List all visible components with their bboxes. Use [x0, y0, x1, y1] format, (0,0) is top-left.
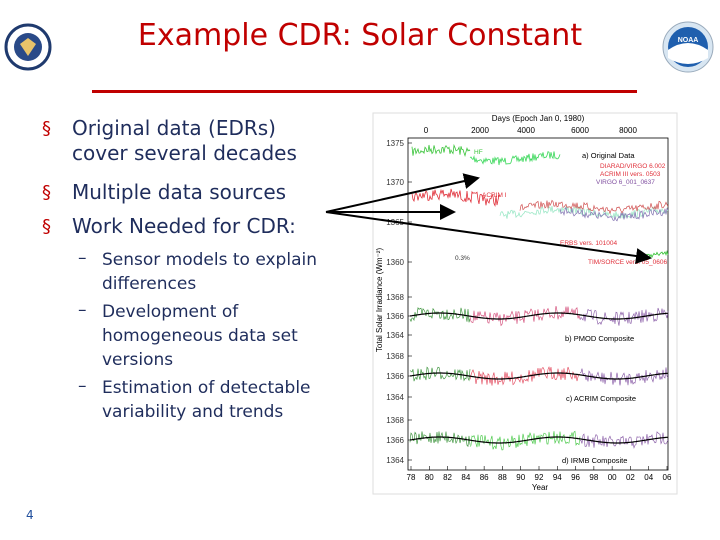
- y-tick-label: 1360: [386, 258, 404, 267]
- y-tick-label: 1370: [386, 178, 404, 187]
- bottom-tick-label: 02: [626, 473, 635, 482]
- bottom-tick-label: 78: [407, 473, 416, 482]
- sub-bullet-text: homogeneous data set: [102, 326, 298, 346]
- bottom-tick-label: 84: [461, 473, 470, 482]
- annotation: TIM/SORCE vers. 05_0606: [588, 259, 667, 266]
- panel-label: a) Original Data: [582, 151, 635, 160]
- top-tick-label: 2000: [471, 126, 489, 135]
- y-tick-label: 1364: [386, 456, 404, 465]
- arrow: [325, 173, 480, 213]
- trace: [469, 151, 561, 166]
- plot-border: [407, 137, 669, 471]
- annotation: ACRIM III vers. 0503: [600, 171, 661, 178]
- bullet-text: Original data (EDRs): [72, 116, 276, 140]
- figure-frame: [372, 112, 678, 495]
- top-tick-label: 6000: [571, 126, 589, 135]
- bottom-tick-label: 04: [644, 473, 653, 482]
- bullet-text: Work Needed for CDR:: [72, 214, 296, 238]
- trace: [579, 307, 669, 326]
- sub-bullet-text: differences: [102, 274, 197, 294]
- bullet-marker: §: [42, 182, 51, 203]
- bullet-text: cover several decades: [72, 141, 297, 165]
- bullet-marker: §: [42, 216, 51, 237]
- trace: [409, 431, 471, 447]
- slide-title: Example CDR: Solar Constant: [137, 18, 583, 53]
- trace: [469, 306, 581, 327]
- bottom-tick-label: 92: [535, 473, 544, 482]
- arrow: [325, 211, 652, 264]
- trace: [519, 199, 669, 215]
- trace: [409, 312, 668, 320]
- sub-bullet-text: Estimation of detectable: [102, 378, 311, 398]
- y-tick-label: 1366: [386, 312, 404, 321]
- bottom-tick-label: 80: [425, 473, 434, 482]
- noaa-bird: [668, 43, 708, 64]
- bottom-axis-title: Year: [532, 483, 549, 492]
- trace: [559, 206, 669, 222]
- bottom-tick-label: 82: [443, 473, 452, 482]
- page-number: 4: [26, 508, 34, 522]
- seal-eagle: [20, 38, 36, 56]
- sub-bullet-marker: –: [78, 248, 87, 268]
- trace: [411, 143, 471, 157]
- panel-label: d) IRMB Composite: [562, 456, 627, 465]
- trace: [499, 205, 669, 219]
- bottom-tick-label: 98: [589, 473, 598, 482]
- top-tick-label: 4000: [517, 126, 535, 135]
- sub-bullet-marker: –: [78, 376, 87, 396]
- annotation: ERBS vers. 101004: [560, 240, 617, 247]
- y-tick-label: 1368: [386, 416, 404, 425]
- trace: [469, 430, 581, 451]
- trace: [409, 306, 471, 323]
- sub-bullet-text: Sensor models to explain: [102, 250, 317, 270]
- title-rule: [92, 90, 637, 93]
- bottom-tick-label: 88: [498, 473, 507, 482]
- annotation: ACRIM I: [482, 192, 507, 199]
- bottom-tick-label: 96: [571, 473, 580, 482]
- annotation: DIARAD/VIRGO 6.002: [600, 163, 666, 170]
- y-tick-label: 1368: [386, 293, 404, 302]
- bottom-tick-label: 94: [553, 473, 562, 482]
- trace: [579, 367, 669, 386]
- bullet-text: Multiple data sources: [72, 180, 287, 204]
- sub-bullet-text: variability and trends: [102, 402, 284, 422]
- sub-bullet-marker: –: [78, 300, 87, 320]
- trace: [409, 366, 471, 382]
- y-axis-title: Total Solar Irradiance (Wm⁻²): [375, 248, 384, 353]
- panel-label: c) ACRIM Composite: [566, 394, 636, 403]
- bottom-tick-label: 06: [663, 473, 672, 482]
- bullet-marker: §: [42, 118, 51, 139]
- top-axis-title: Days (Epoch Jan 0, 1980): [492, 114, 585, 123]
- top-tick-label: 8000: [619, 126, 637, 135]
- y-tick-label: 1368: [386, 352, 404, 361]
- annotation: 0.3%: [455, 255, 470, 262]
- top-tick-label: 0: [424, 126, 429, 135]
- trace: [409, 372, 668, 380]
- y-tick-label: 1366: [386, 436, 404, 445]
- y-tick-label: 1364: [386, 393, 404, 402]
- annotation: VIRGO 6_001_0637: [596, 179, 655, 186]
- trace: [409, 436, 668, 444]
- sub-bullet-text: Development of: [102, 302, 239, 322]
- bottom-tick-label: 86: [480, 473, 489, 482]
- sub-bullet-text: versions: [102, 350, 174, 370]
- trace: [411, 188, 501, 208]
- y-tick-label: 1375: [386, 139, 404, 148]
- bottom-tick-label: 90: [516, 473, 525, 482]
- annotation: HF: [474, 149, 483, 156]
- panel-label: b) PMOD Composite: [565, 334, 634, 343]
- noaa-text: NOAA: [678, 37, 699, 44]
- y-tick-label: 1364: [386, 331, 404, 340]
- y-tick-label: 1366: [386, 372, 404, 381]
- bottom-tick-label: 00: [608, 473, 617, 482]
